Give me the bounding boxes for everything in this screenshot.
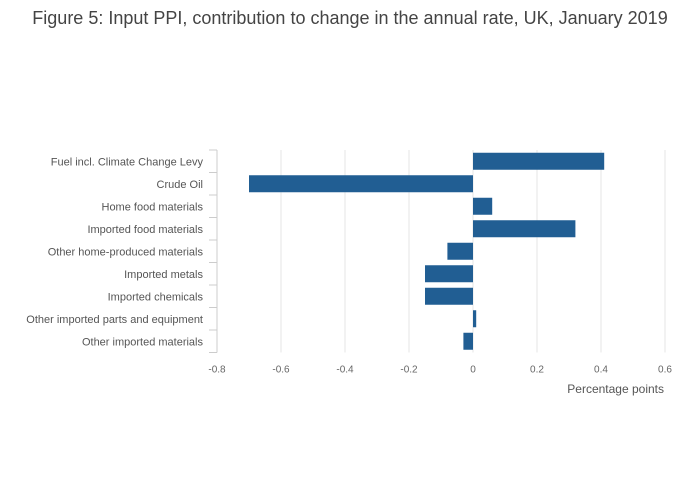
category-label: Imported food materials	[87, 224, 203, 236]
bar[interactable]	[473, 197, 493, 215]
category-label: Crude Oil	[157, 179, 203, 191]
x-tick-label: 0.2	[530, 365, 544, 376]
x-tick-label: -0.2	[400, 365, 418, 376]
x-tick-label: -0.6	[272, 365, 290, 376]
x-tick-label: 0.6	[658, 365, 672, 376]
bar[interactable]	[425, 265, 473, 283]
x-tick-label: 0.4	[594, 365, 608, 376]
x-axis-title: Percentage points	[567, 382, 664, 396]
x-tick-label: -0.4	[336, 365, 354, 376]
y-axis	[209, 149, 218, 353]
category-label: Imported metals	[124, 269, 203, 281]
category-label: Fuel incl. Climate Change Levy	[51, 156, 204, 168]
bars	[249, 152, 605, 350]
bar[interactable]	[473, 152, 605, 170]
x-tick-labels: -0.8 -0.6 -0.4 -0.2 0 0.2 0.4 0.6	[208, 365, 672, 376]
bar[interactable]	[473, 220, 576, 238]
category-label: Other imported materials	[82, 336, 204, 348]
bar[interactable]	[473, 310, 477, 328]
category-label: Imported chemicals	[108, 291, 204, 303]
x-tick-label: -0.8	[208, 365, 226, 376]
bar[interactable]	[447, 242, 473, 260]
chart-title: Figure 5: Input PPI, contribution to cha…	[32, 8, 668, 28]
bar[interactable]	[249, 175, 473, 193]
x-tick-label: 0	[470, 365, 476, 376]
category-label: Home food materials	[102, 201, 204, 213]
bar[interactable]	[463, 332, 473, 350]
bar[interactable]	[425, 287, 473, 305]
category-label: Other home-produced materials	[48, 246, 204, 258]
category-labels: Fuel incl. Climate Change Levy Crude Oil H…	[26, 156, 203, 348]
category-label: Other imported parts and equipment	[26, 314, 203, 326]
